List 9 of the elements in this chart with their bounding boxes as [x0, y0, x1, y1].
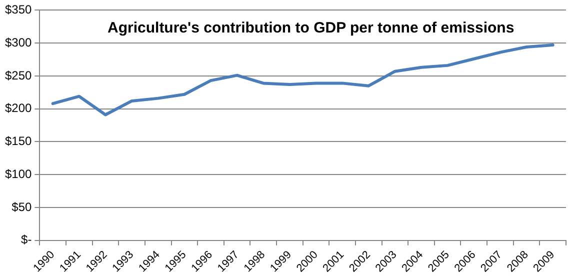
y-tick-label: $50	[12, 200, 32, 214]
y-tick-label: $300	[4, 35, 32, 50]
y-tick-label: $100	[4, 166, 32, 181]
y-tick-label: $250	[4, 68, 32, 82]
text: Agriculture's contribution to GDP per tonne of emissions	[108, 19, 514, 36]
y-tick-label: $200	[4, 101, 32, 116]
y-tick-label: $-	[21, 232, 32, 247]
y-tick-label: $150	[4, 134, 32, 148]
y-tick-label: $350	[4, 2, 32, 17]
